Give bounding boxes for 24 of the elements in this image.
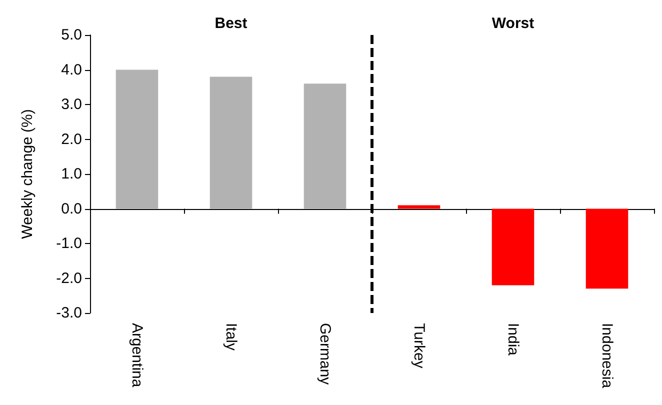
y-tick-label: 1.0 <box>61 166 82 182</box>
bar <box>116 70 158 209</box>
y-tick-label: -2.0 <box>56 270 82 287</box>
text: Best <box>214 15 248 32</box>
y-tick-label: 2.0 <box>61 130 82 148</box>
x-tick-label: India <box>504 323 522 356</box>
y-tick-label: 0.0 <box>61 200 82 218</box>
y-tick-label: 4.0 <box>61 61 82 78</box>
bar <box>398 205 440 209</box>
x-tick-label: Indonesia <box>598 323 616 389</box>
x-tick-label: Turkey <box>410 323 428 369</box>
bar <box>304 84 346 209</box>
bar <box>586 208 628 289</box>
y-axis-title: Weekly change (%) <box>19 109 36 239</box>
x-tick-label: Germany <box>316 323 334 386</box>
text: Worst <box>492 15 534 32</box>
y-tick-label: 5.0 <box>61 26 82 44</box>
bar <box>210 76 252 209</box>
bar <box>492 208 534 286</box>
x-tick-label: Argentina <box>128 323 146 388</box>
y-tick-label: -1.0 <box>56 235 82 252</box>
y-tick-label: 3.0 <box>61 96 82 113</box>
y-tick-label: -3.0 <box>56 304 82 322</box>
x-tick-label: Italy <box>222 323 240 352</box>
